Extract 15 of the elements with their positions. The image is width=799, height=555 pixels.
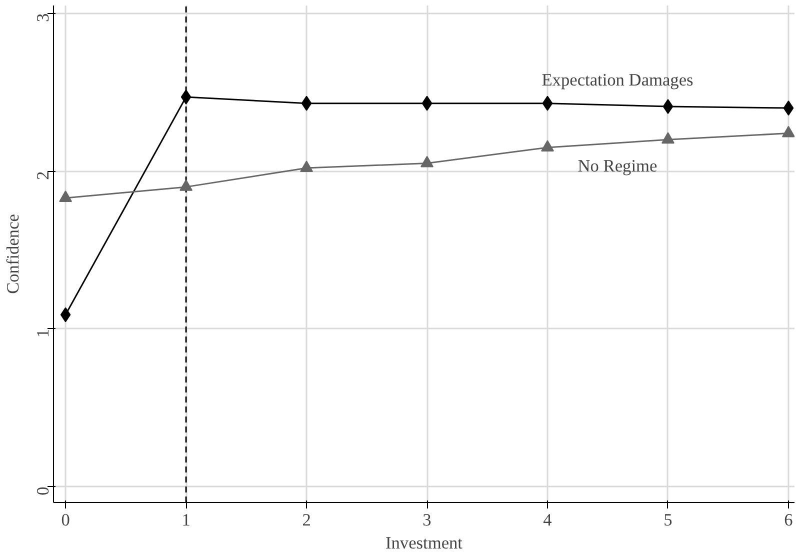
x-tick-label: 4 [543,510,552,530]
y-axis-title: Confidence [4,214,22,294]
y-tick-label: 0 [34,486,52,496]
x-tick-label: 6 [784,510,794,530]
x-axis-title: Investment [386,534,463,552]
x-tick-label: 2 [302,510,311,530]
y-tick-label: 1 [34,328,52,338]
y-tick-label: 3 [34,13,52,22]
series-label: No Regime [578,156,658,176]
x-tick-label: 5 [664,510,672,530]
x-tick-label: 3 [422,510,432,530]
x-tick-label: 1 [182,510,190,530]
x-tick-label: 0 [61,510,70,530]
series-label: Expectation Damages [542,70,694,90]
y-tick-label: 2 [34,171,52,180]
